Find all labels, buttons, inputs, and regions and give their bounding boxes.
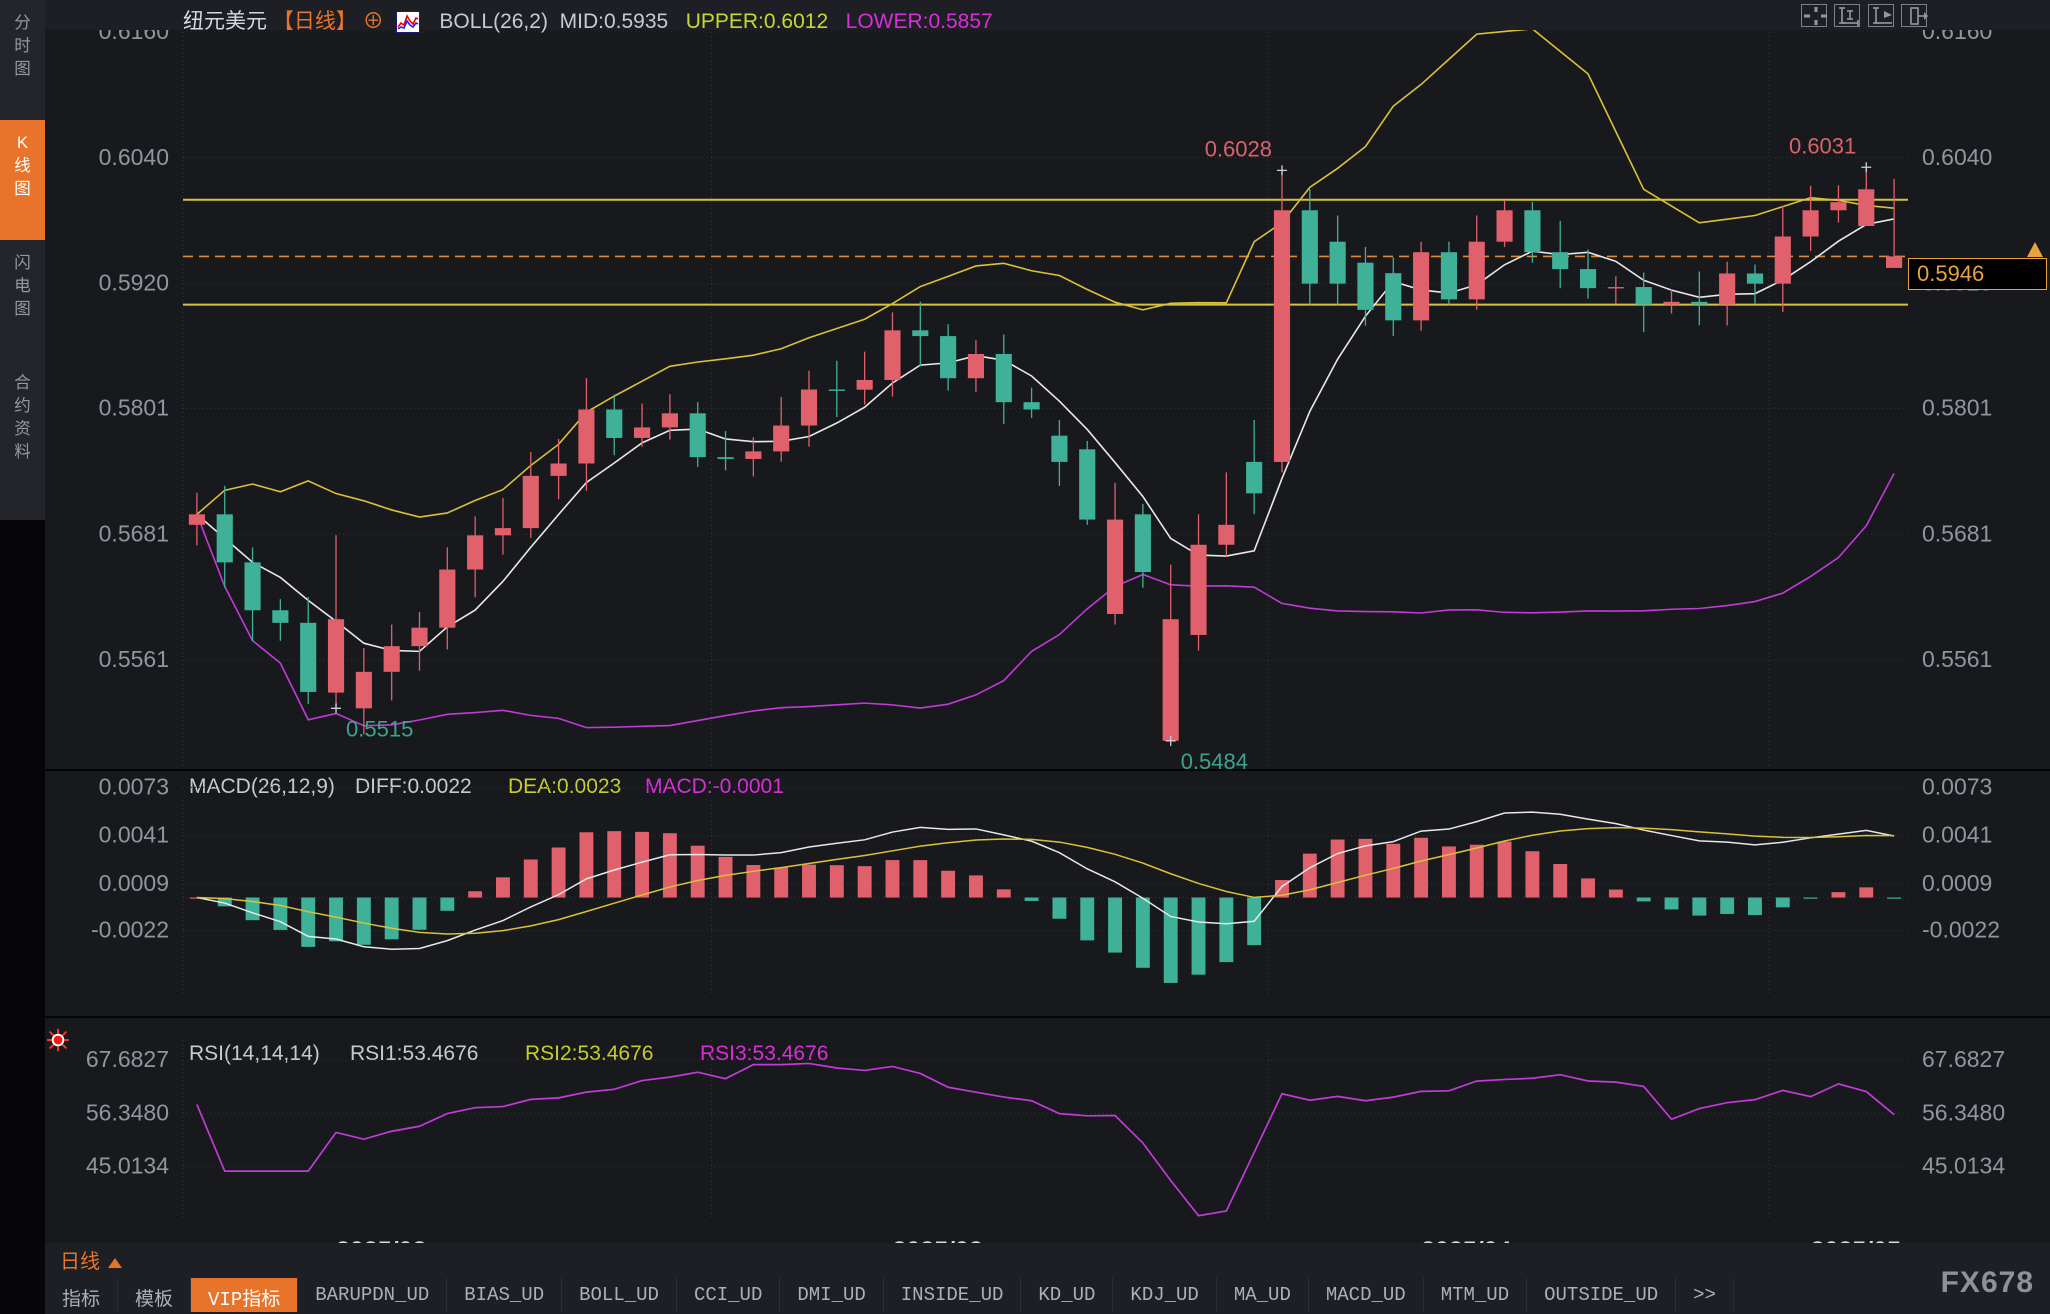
- svg-text:-0.0022: -0.0022: [91, 917, 169, 943]
- svg-text:-0.0022: -0.0022: [1922, 917, 2000, 943]
- svg-text:RSI3:53.4676: RSI3:53.4676: [700, 1042, 828, 1065]
- svg-text:MACD(26,12,9): MACD(26,12,9): [189, 775, 335, 798]
- svg-text:0.5515: 0.5515: [346, 716, 413, 741]
- svg-text:45.0134: 45.0134: [86, 1152, 169, 1178]
- svg-text:0.5801: 0.5801: [99, 394, 169, 420]
- svg-text:0.0009: 0.0009: [1922, 870, 1992, 896]
- svg-text:45.0134: 45.0134: [1922, 1152, 2005, 1178]
- svg-text:DIFF:0.0022: DIFF:0.0022: [355, 775, 472, 798]
- svg-text:0.5920: 0.5920: [99, 270, 169, 296]
- svg-text:0.0041: 0.0041: [1922, 822, 1992, 848]
- svg-text:67.6827: 67.6827: [86, 1046, 169, 1072]
- svg-text:MACD:-0.0001: MACD:-0.0001: [645, 775, 784, 798]
- svg-text:0.0041: 0.0041: [99, 822, 169, 848]
- svg-text:0.0009: 0.0009: [99, 870, 169, 896]
- svg-text:0.5801: 0.5801: [1922, 394, 1992, 420]
- svg-text:0.5484: 0.5484: [1181, 749, 1248, 774]
- svg-text:RSI1:53.4676: RSI1:53.4676: [350, 1042, 478, 1065]
- svg-text:67.6827: 67.6827: [1922, 1046, 2005, 1072]
- svg-text:0.5681: 0.5681: [1922, 520, 1992, 546]
- svg-text:0.6031: 0.6031: [1789, 133, 1856, 158]
- svg-text:0.5561: 0.5561: [1922, 646, 1992, 672]
- svg-text:DEA:0.0023: DEA:0.0023: [508, 775, 621, 798]
- svg-text:0.5561: 0.5561: [99, 646, 169, 672]
- svg-text:0.6040: 0.6040: [99, 144, 169, 170]
- svg-text:56.3480: 56.3480: [1922, 1099, 2005, 1125]
- svg-text:RSI(14,14,14): RSI(14,14,14): [189, 1042, 320, 1065]
- svg-text:0.0073: 0.0073: [99, 773, 169, 799]
- svg-text:56.3480: 56.3480: [86, 1099, 169, 1125]
- svg-text:0.0073: 0.0073: [1922, 773, 1992, 799]
- svg-text:0.5681: 0.5681: [99, 520, 169, 546]
- svg-text:0.6028: 0.6028: [1205, 136, 1272, 161]
- svg-text:RSI2:53.4676: RSI2:53.4676: [525, 1042, 653, 1065]
- svg-text:0.6040: 0.6040: [1922, 144, 1992, 170]
